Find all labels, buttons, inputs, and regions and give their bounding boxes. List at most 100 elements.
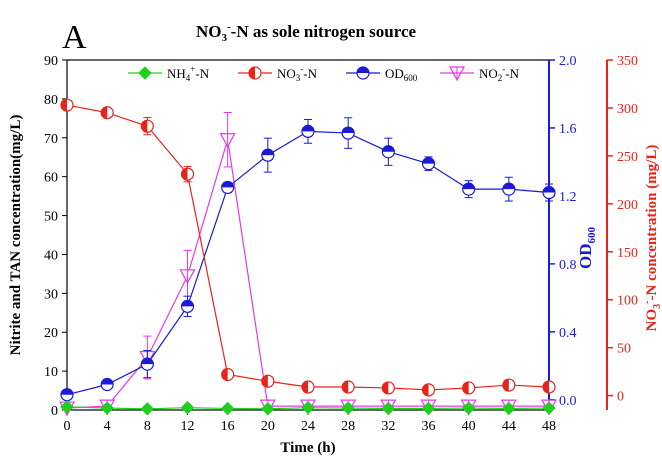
data-point (100, 401, 114, 415)
marker-fill (141, 120, 148, 133)
marker-fill (422, 383, 429, 396)
legend-item-no3: NO3--N (238, 64, 318, 83)
marker-fill (302, 125, 314, 132)
marker-shape (542, 401, 556, 415)
marker-fill (61, 388, 73, 395)
marker-fill (101, 378, 114, 385)
x-tick-label: 32 (381, 419, 395, 434)
marker-fill (181, 168, 188, 181)
no3-tick-label: 100 (617, 294, 638, 309)
series-1 (60, 98, 556, 397)
marker-fill (543, 186, 555, 193)
data-point (381, 145, 395, 159)
x-tick-label: 4 (104, 419, 111, 434)
data-point (381, 381, 395, 395)
x-tick-label: 8 (144, 419, 151, 434)
data-point (301, 400, 315, 415)
no3-tick-label: 50 (617, 342, 631, 357)
od-axis-label-sub: 600 (586, 227, 598, 244)
marker-fill (101, 106, 108, 119)
marker-fill (382, 381, 389, 394)
no3-axis-label-main: NO (644, 309, 660, 332)
marker-shape (100, 401, 114, 415)
od-tick-label: 1.6 (559, 122, 577, 137)
x-tick-label: 24 (301, 419, 315, 434)
marker-fill (502, 379, 509, 392)
x-tick-label: 40 (462, 419, 476, 434)
data-point (542, 185, 556, 200)
chart-title-rest: -N as sole nitrogen source (231, 22, 417, 41)
od-axis-ticks: 0.0 0.4 0.8 1.2 1.6 2.0 (549, 54, 577, 409)
no3-tick-label: 250 (617, 150, 638, 165)
data-point (220, 401, 235, 416)
marker-fill (462, 183, 475, 190)
data-point (421, 401, 436, 416)
x-tick-label: 36 (422, 419, 436, 434)
x-tick-label: 20 (261, 419, 275, 434)
x-tick-label: 16 (221, 419, 235, 434)
marker-fill (502, 183, 515, 190)
no3-axis-label-rest: -N concentration (mg/L) (644, 145, 660, 301)
series-layer (58, 98, 558, 417)
legend-marker-no2 (448, 66, 466, 82)
data-point (421, 157, 436, 171)
left-tick-label: 10 (44, 365, 58, 380)
od-axis-label-main: OD (576, 244, 595, 270)
no3-tick-label: 350 (617, 54, 638, 69)
data-point (542, 401, 556, 415)
no3-tick-label: 300 (617, 102, 638, 117)
marker-shape (261, 402, 275, 416)
data-point (341, 126, 355, 140)
data-point (462, 381, 476, 395)
data-point (140, 119, 154, 133)
data-point (301, 380, 315, 394)
marker-shape (381, 401, 396, 416)
legend-marker-no3 (248, 66, 262, 80)
legend-label-nh4: NH4+-N (167, 64, 210, 83)
legend-label-no2: NO2--N (479, 64, 520, 83)
marker-fill (302, 380, 308, 393)
marker-fill (342, 380, 349, 393)
marker-fill (382, 145, 395, 152)
marker-shape (461, 401, 476, 415)
od-tick-label: 0.8 (559, 258, 577, 273)
series-2 (60, 117, 556, 402)
data-point (542, 380, 556, 394)
od-tick-label: 2.0 (559, 54, 577, 69)
no3-axis-label-sub: 3 (652, 304, 662, 309)
legend-item-no2: NO2--N (440, 64, 520, 83)
marker-shape (301, 400, 315, 415)
panel-label: A (62, 19, 87, 56)
legend-marker-od (356, 66, 370, 80)
legend: NH4+-N NO3--N OD600 NO2--N (128, 64, 520, 83)
chart-title: NO3--N as sole nitrogen source (196, 21, 417, 44)
chart-title-sup: - (227, 21, 231, 33)
marker-fill (181, 300, 194, 307)
marker-fill (543, 380, 549, 393)
marker-shape (220, 401, 235, 416)
x-axis-ticks: 0 4 8 12 16 20 24 28 32 36 40 44 48 (64, 410, 556, 434)
data-point (421, 383, 436, 397)
data-point (180, 400, 195, 415)
left-tick-label: 60 (44, 171, 58, 186)
data-point (60, 400, 74, 414)
marker-fill (342, 127, 355, 134)
left-tick-label: 90 (44, 54, 58, 69)
left-tick-label: 40 (44, 248, 58, 263)
data-point (461, 401, 476, 415)
x-tick-label: 0 (64, 419, 71, 434)
marker-fill (261, 149, 274, 156)
marker-shape (180, 400, 195, 415)
left-axis-label: Nitrite and TAN concentration(mg/L) (8, 115, 24, 356)
od-tick-label: 0.4 (559, 326, 577, 341)
left-tick-label: 30 (44, 287, 58, 302)
marker-fill (422, 157, 435, 164)
data-point (502, 401, 516, 416)
data-point (179, 269, 196, 285)
data-point (502, 182, 516, 196)
marker-shape (502, 401, 516, 416)
chart-title-sub: 3 (222, 32, 228, 44)
data-point (381, 401, 396, 416)
data-point (261, 402, 275, 416)
